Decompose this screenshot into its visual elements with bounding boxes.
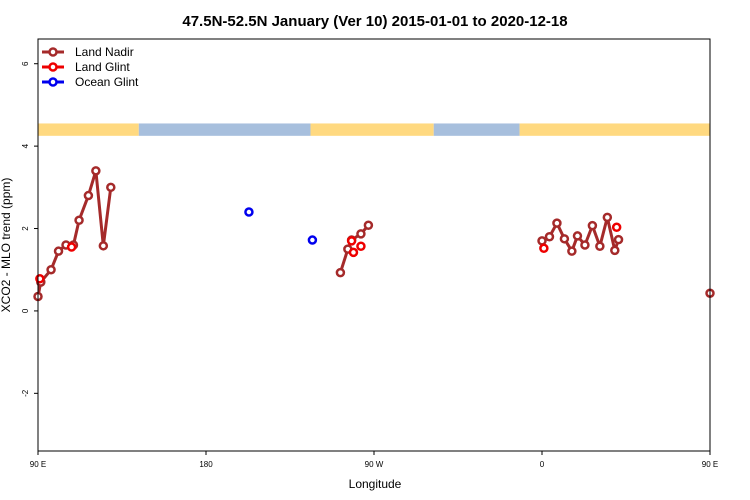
land-nadir-point — [587, 220, 598, 231]
land-glint-point — [66, 242, 77, 252]
legend-marker-land-glint — [48, 62, 58, 72]
land-glint-point — [348, 247, 359, 258]
x-tick-label: 180 — [199, 460, 213, 469]
strip-segment-land — [310, 123, 434, 136]
land-glint-point — [611, 222, 622, 233]
chart-title: 47.5N-52.5N January (Ver 10) 2015-01-01 … — [182, 13, 567, 30]
strip-segment-land — [654, 123, 710, 136]
y-tick-label: 2 — [21, 226, 30, 231]
land-nadir-line — [709, 293, 710, 295]
land-glint-point — [539, 243, 549, 254]
land-nadir-point — [98, 241, 109, 251]
land-ocean-strip — [38, 123, 710, 136]
land-nadir-point — [356, 229, 366, 239]
land-nadir-point — [602, 212, 613, 223]
x-tick-label: 0 — [540, 460, 545, 469]
x-tick-label: 90 W — [365, 460, 384, 469]
land-nadir-point — [552, 218, 562, 228]
strip-segment-land — [519, 123, 626, 136]
land-nadir-point — [580, 240, 590, 250]
land-nadir-point — [537, 236, 547, 246]
x-axis-label: Longitude — [349, 477, 402, 491]
strip-segment-land — [626, 123, 654, 136]
land-nadir-point — [610, 245, 620, 256]
land-nadir-point — [572, 231, 583, 241]
land-nadir-point — [91, 166, 101, 176]
legend-label-land-nadir: Land Nadir — [75, 45, 134, 59]
y-axis: -2 0 2 4 6 — [21, 61, 38, 397]
land-nadir-point — [363, 220, 374, 230]
plot-frame — [37, 38, 711, 452]
ocean-glint-point — [244, 207, 254, 217]
y-axis-label: XCO2 - MLO trend (ppm) — [0, 178, 13, 313]
land-glint-point — [356, 241, 366, 251]
land-nadir-point — [613, 234, 624, 245]
legend-label-ocean-glint: Ocean Glint — [75, 75, 139, 89]
legend-label-land-glint: Land Glint — [75, 60, 130, 74]
strip-segment-ocean — [433, 123, 520, 136]
land-glint-point — [346, 236, 357, 246]
land-glint-point — [35, 274, 45, 284]
land-nadir-point — [595, 241, 605, 251]
land-nadir-point — [74, 215, 84, 226]
land-nadir-point — [544, 232, 555, 242]
land-nadir-point — [106, 182, 116, 193]
land-nadir-point — [53, 246, 64, 256]
strip-segment-land — [38, 123, 139, 136]
land-nadir-point — [559, 234, 570, 244]
land-nadir-point — [83, 190, 94, 201]
land-nadir-line — [38, 169, 113, 297]
land-nadir-point — [567, 246, 577, 256]
land-nadir-point — [46, 264, 56, 275]
x-axis: 90 E 180 90 W 0 90 E — [30, 451, 718, 469]
legend-marker-land-nadir — [48, 47, 58, 57]
y-tick-label: 4 — [21, 143, 30, 148]
x-tick-label: 90 E — [30, 460, 46, 469]
y-tick-label: 0 — [21, 308, 30, 313]
ocean-glint-point — [307, 235, 318, 245]
y-tick-label: 6 — [21, 61, 30, 66]
series-layer — [33, 166, 715, 302]
land-nadir-point — [335, 267, 346, 278]
y-tick-label: -2 — [21, 389, 30, 397]
x-tick-label: 90 E — [702, 460, 718, 469]
strip-segment-ocean — [138, 123, 311, 136]
legend-marker-ocean-glint — [48, 77, 58, 87]
